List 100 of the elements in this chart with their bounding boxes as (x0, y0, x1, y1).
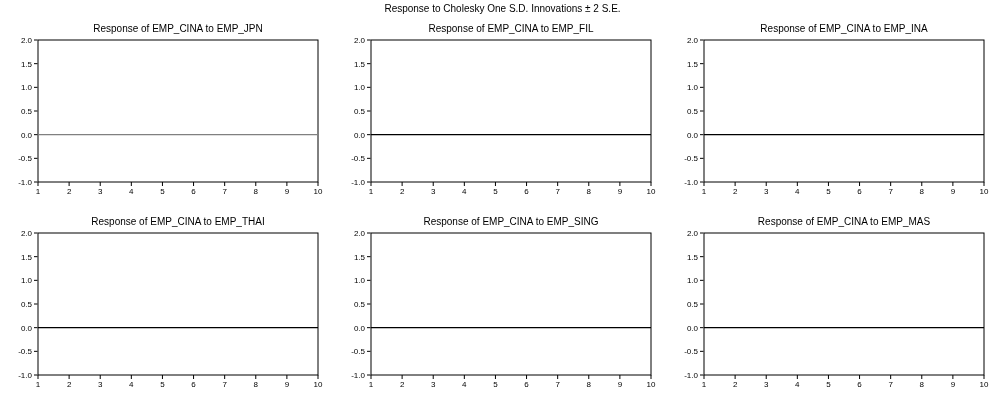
x-tick-label: 2 (399, 380, 405, 389)
x-tick-label: 10 (979, 380, 989, 389)
y-tick-label: 2.0 (686, 36, 699, 45)
x-tick-label: 2 (66, 187, 72, 196)
y-tick-label: 2.0 (353, 229, 366, 238)
x-tick-label: 1 (701, 380, 707, 389)
x-tick-label: 1 (35, 187, 41, 196)
x-tick-label: 10 (313, 187, 323, 196)
x-tick-label: 5 (493, 380, 499, 389)
x-tick-label: 8 (586, 380, 592, 389)
text: Response to Cholesky One S.D. Innovations ± 2 S.E. (384, 3, 621, 14)
x-tick-label: 3 (431, 380, 436, 389)
x-tick-label: 10 (313, 380, 323, 389)
x-tick-label: 10 (979, 187, 989, 196)
x-tick-label: 3 (98, 187, 103, 196)
chart-title: Response of EMP_CINA to EMP_FIL (428, 23, 594, 34)
x-tick-label: 9 (950, 187, 956, 196)
y-tick-label: 1.0 (686, 276, 699, 286)
y-tick-label: 1.5 (686, 252, 699, 262)
x-tick-label: 1 (701, 187, 707, 196)
y-tick-label: -1.0 (18, 178, 33, 187)
y-tick-label: -0.5 (684, 154, 699, 164)
x-tick-label: 2 (732, 187, 738, 196)
y-tick-label: 1.0 (20, 276, 33, 286)
y-tick-label: -0.5 (684, 347, 699, 357)
x-tick-label: 3 (764, 187, 769, 196)
x-tick-label: 5 (160, 380, 166, 389)
y-tick-label: -0.5 (351, 347, 366, 357)
x-tick-label: 4 (795, 187, 801, 196)
y-tick-label: 0.5 (686, 107, 699, 116)
x-tick-label: 4 (462, 187, 468, 196)
x-tick-label: 9 (617, 380, 623, 389)
y-tick-label: 2.0 (20, 36, 33, 45)
y-tick-label: 1.5 (353, 252, 366, 262)
chart-title: Response of EMP_CINA to EMP_JPN (93, 23, 263, 34)
x-tick-label: 4 (129, 380, 135, 389)
y-tick-label: 1.5 (20, 252, 33, 262)
y-tick-label: 1.0 (353, 276, 366, 286)
x-tick-label: 9 (617, 187, 623, 196)
x-tick-label: 2 (732, 380, 738, 389)
chart-title: Response of EMP_CINA to EMP_MAS (757, 216, 931, 227)
y-tick-label: -1.0 (351, 178, 366, 187)
y-tick-label: -1.0 (351, 371, 366, 380)
y-tick-label: -1.0 (18, 371, 33, 380)
x-tick-label: 8 (253, 187, 259, 196)
x-tick-label: 9 (284, 380, 290, 389)
y-tick-label: 2.0 (353, 36, 366, 45)
x-tick-label: 6 (524, 187, 530, 196)
x-tick-label: 1 (368, 187, 374, 196)
x-tick-label: 5 (160, 187, 166, 196)
y-tick-label: 0.5 (20, 300, 33, 309)
y-tick-label: -0.5 (18, 347, 33, 357)
x-tick-label: 10 (646, 187, 656, 196)
x-tick-label: 3 (98, 380, 103, 389)
y-tick-label: 1.5 (20, 59, 33, 69)
x-tick-label: 8 (253, 380, 259, 389)
x-tick-label: 2 (399, 187, 405, 196)
x-tick-label: 8 (919, 187, 925, 196)
x-tick-label: 7 (555, 187, 561, 196)
y-tick-label: 1.5 (686, 59, 699, 69)
x-tick-label: 8 (919, 380, 925, 389)
x-tick-label: 6 (857, 187, 863, 196)
chart-title: Response of EMP_CINA to EMP_SING (423, 216, 599, 227)
y-tick-label: 2.0 (20, 229, 33, 238)
x-tick-label: 3 (764, 380, 769, 389)
x-tick-label: 7 (222, 187, 228, 196)
y-tick-label: -0.5 (351, 154, 366, 164)
y-tick-label: 1.0 (353, 83, 366, 93)
x-tick-label: 5 (493, 187, 499, 196)
x-tick-label: 7 (222, 380, 228, 389)
x-tick-label: 6 (191, 187, 197, 196)
y-tick-label: 2.0 (686, 229, 699, 238)
x-tick-label: 5 (826, 380, 832, 389)
y-tick-label: -1.0 (684, 371, 699, 380)
x-tick-label: 1 (35, 380, 41, 389)
y-tick-label: 0.0 (686, 323, 699, 333)
x-tick-label: 10 (646, 380, 656, 389)
x-tick-label: 7 (888, 187, 894, 196)
y-tick-label: 0.5 (353, 300, 366, 309)
y-tick-label: 0.5 (20, 107, 33, 116)
y-tick-label: 1.5 (353, 59, 366, 69)
x-tick-label: 4 (129, 187, 135, 196)
x-tick-label: 7 (555, 380, 561, 389)
y-tick-label: 0.5 (353, 107, 366, 116)
y-tick-label: 0.0 (353, 130, 366, 140)
x-tick-label: 9 (284, 187, 290, 196)
x-tick-label: 5 (826, 187, 832, 196)
y-tick-label: 1.0 (20, 83, 33, 93)
x-tick-label: 3 (431, 187, 436, 196)
y-tick-label: 0.0 (20, 323, 33, 333)
x-tick-label: 2 (66, 380, 72, 389)
x-tick-label: 6 (191, 380, 197, 389)
chart-title: Response of EMP_CINA to EMP_INA (760, 23, 928, 34)
x-tick-label: 4 (462, 380, 468, 389)
y-tick-label: 0.5 (686, 300, 699, 309)
y-tick-label: -1.0 (684, 178, 699, 187)
x-tick-label: 4 (795, 380, 801, 389)
y-tick-label: 0.0 (20, 130, 33, 140)
x-tick-label: 1 (368, 380, 374, 389)
y-tick-label: -0.5 (18, 154, 33, 164)
